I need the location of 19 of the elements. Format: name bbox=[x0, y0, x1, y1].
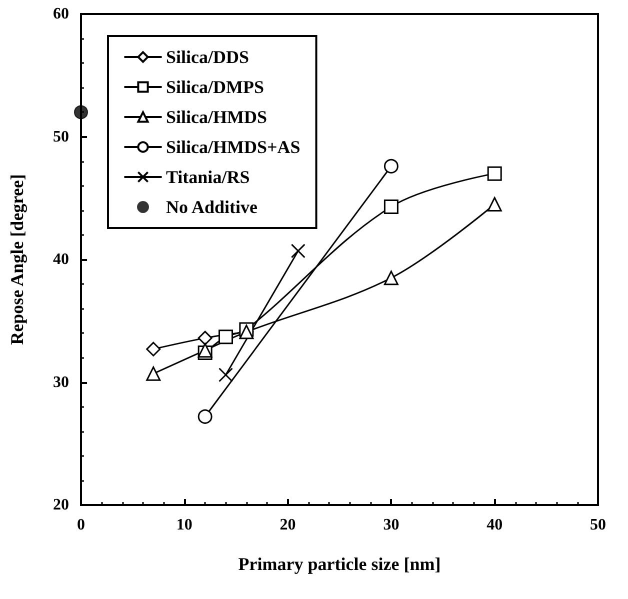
x-tick-label: 0 bbox=[77, 516, 85, 534]
x-axis-title: Primary particle size [nm] bbox=[238, 554, 441, 574]
y-tick-label: 40 bbox=[53, 251, 69, 268]
y-tick-label: 20 bbox=[53, 496, 69, 514]
y-tick-label: 60 bbox=[53, 6, 69, 22]
legend-label: No Additive bbox=[166, 197, 258, 217]
x-tick-label: 20 bbox=[280, 516, 296, 534]
legend-label: Silica/DMPS bbox=[166, 77, 264, 97]
legend-label: Silica/DDS bbox=[166, 47, 250, 67]
y-axis-title: Repose Angle [degree] bbox=[7, 174, 27, 345]
x-tick-label: 50 bbox=[590, 516, 606, 534]
legend-label: Silica/HMDS bbox=[166, 107, 268, 127]
y-tick-label: 50 bbox=[53, 128, 69, 146]
y-tick-label: 30 bbox=[53, 374, 69, 391]
x-tick-label: 30 bbox=[383, 516, 400, 534]
legend-label: Silica/HMDS+AS bbox=[166, 137, 300, 157]
x-tick-label: 10 bbox=[176, 516, 192, 534]
x-tick-label: 40 bbox=[486, 516, 503, 534]
legend-label: Titania/RS bbox=[166, 167, 250, 187]
